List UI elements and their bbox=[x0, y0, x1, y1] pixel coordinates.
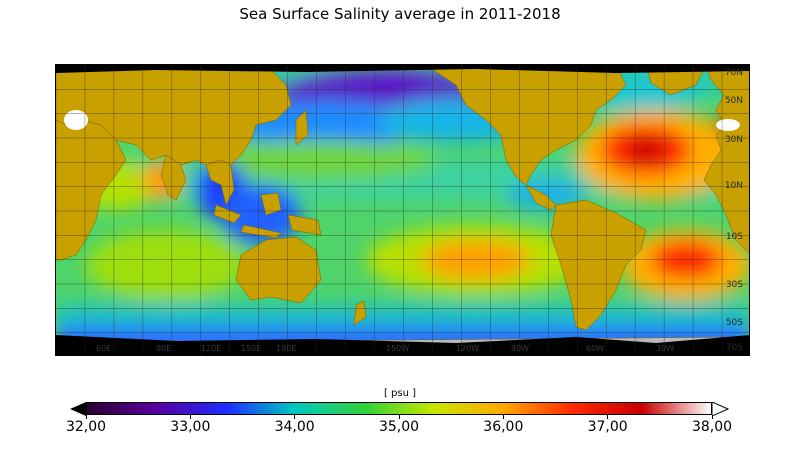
colorbar-tick-label: 35,00 bbox=[378, 419, 420, 435]
colorbar-min-arrow-icon bbox=[70, 402, 86, 416]
lat-label-10s: 10S bbox=[725, 232, 743, 242]
sea-ice bbox=[56, 65, 749, 355]
lat-label-50s: 50S bbox=[725, 318, 743, 328]
colorbar-tick-label: 32,00 bbox=[65, 419, 107, 435]
colorbar-tick bbox=[189, 415, 191, 419]
lon-label: 90E bbox=[156, 344, 172, 353]
colorbar-tick-label: 36,00 bbox=[483, 419, 524, 435]
colorbar bbox=[86, 402, 712, 415]
colorbar-tick-label: 38,00 bbox=[691, 419, 733, 435]
colorbar-max-arrow-icon bbox=[712, 402, 730, 416]
graticule-grid bbox=[56, 65, 749, 355]
salinity-map-canvas bbox=[56, 65, 749, 355]
lon-label: 150E bbox=[241, 344, 262, 353]
lat-label-70n: 70N bbox=[724, 68, 743, 78]
lat-label-70s: 70S bbox=[725, 343, 743, 353]
lon-label: 180E bbox=[276, 344, 297, 353]
lon-label: 60E bbox=[96, 344, 112, 353]
colorbar-tick bbox=[502, 415, 504, 419]
lon-label: 120E bbox=[201, 344, 222, 353]
page-title: Sea Surface Salinity average in 2011-201… bbox=[239, 5, 561, 23]
salinity-map[interactable]: 70N 50N 30N 10N 10S 30S 50S 70S 60E 90E … bbox=[55, 64, 750, 356]
lon-label: 150W bbox=[386, 344, 410, 353]
lat-label-10n: 10N bbox=[724, 181, 743, 191]
colorbar-tick bbox=[398, 415, 400, 419]
colorbar-tick-label: 33,00 bbox=[170, 419, 211, 435]
colorbar-tick-label: 34,00 bbox=[274, 419, 315, 435]
lat-label-50n: 50N bbox=[724, 96, 743, 106]
colorbar-tick bbox=[85, 415, 87, 419]
lon-label: 120W bbox=[456, 344, 480, 353]
lat-label-30s: 30S bbox=[725, 280, 743, 290]
colorbar-unit-label: [ psu ] bbox=[383, 388, 417, 399]
lon-label: 30W bbox=[656, 344, 675, 353]
colorbar-tick-label: 37,00 bbox=[587, 419, 628, 435]
colorbar-tick bbox=[294, 415, 296, 419]
colorbar-tick bbox=[607, 415, 609, 419]
lon-label: 90W bbox=[511, 344, 530, 353]
lat-label-30n: 30N bbox=[724, 135, 743, 145]
lon-label: 60W bbox=[586, 344, 605, 353]
colorbar-tick bbox=[711, 415, 713, 419]
